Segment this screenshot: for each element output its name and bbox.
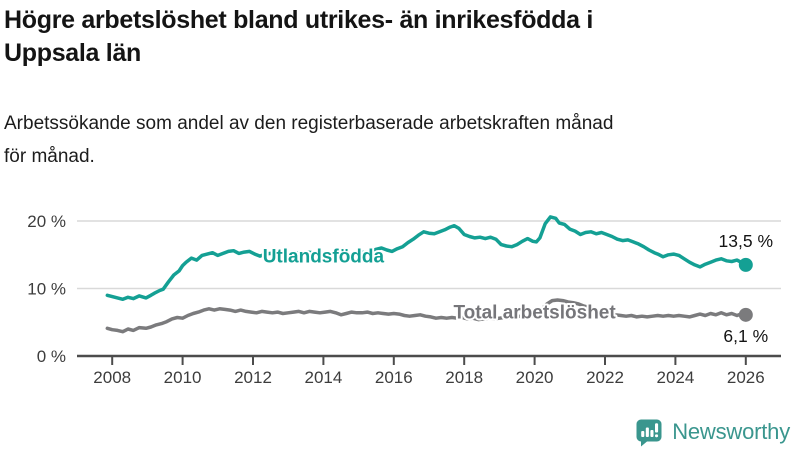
x-tick-label: 2012	[234, 368, 272, 387]
series-end-value-utlandsf-dda: 13,5 %	[719, 231, 773, 251]
series-end-dot-utlandsf-dda	[738, 257, 753, 272]
y-tick-label: 10 %	[27, 280, 66, 299]
chart-header: Högre arbetslöshet bland utrikes- än inr…	[4, 4, 796, 173]
newsworthy-logo: Newsworthy	[634, 417, 790, 447]
x-tick-label: 2008	[93, 368, 131, 387]
series-label: Total arbetslöshet	[453, 303, 616, 324]
x-tick-label: 2024	[656, 368, 694, 387]
series-end-dot-total-arbetsl-shet	[738, 307, 753, 322]
bar-chart-speech-bubble-icon	[636, 419, 662, 447]
series-line-utlandsf-dda	[105, 215, 748, 302]
subtitle-line-1: Arbetssökande som andel av den registerb…	[4, 113, 614, 134]
chart-title: Högre arbetslöshet bland utrikes- än inr…	[4, 4, 796, 70]
x-tick-label: 2020	[516, 368, 554, 387]
x-tick-label: 2026	[727, 368, 765, 387]
y-tick-label: 0 %	[37, 347, 66, 366]
series-label: Utlandsfödda	[263, 247, 385, 268]
x-tick-label: 2018	[445, 368, 483, 387]
title-line-2: Uppsala län	[4, 39, 142, 67]
subtitle-line-2: för månad.	[4, 146, 95, 167]
x-tick-label: 2016	[375, 368, 413, 387]
y-tick-label: 20 %	[27, 212, 66, 231]
brand-name: Newsworthy	[672, 419, 790, 444]
x-tick-label: 2022	[586, 368, 624, 387]
x-tick-label: 2010	[164, 368, 202, 387]
x-tick-label: 2014	[304, 368, 342, 387]
series-line-total-arbetsl-shet	[105, 298, 748, 334]
title-line-1: Högre arbetslöshet bland utrikes- än inr…	[4, 6, 593, 34]
chart-subtitle: Arbetssökande som andel av den registerb…	[4, 107, 796, 173]
series-end-value-total-arbetsl-shet: 6,1 %	[723, 326, 768, 346]
